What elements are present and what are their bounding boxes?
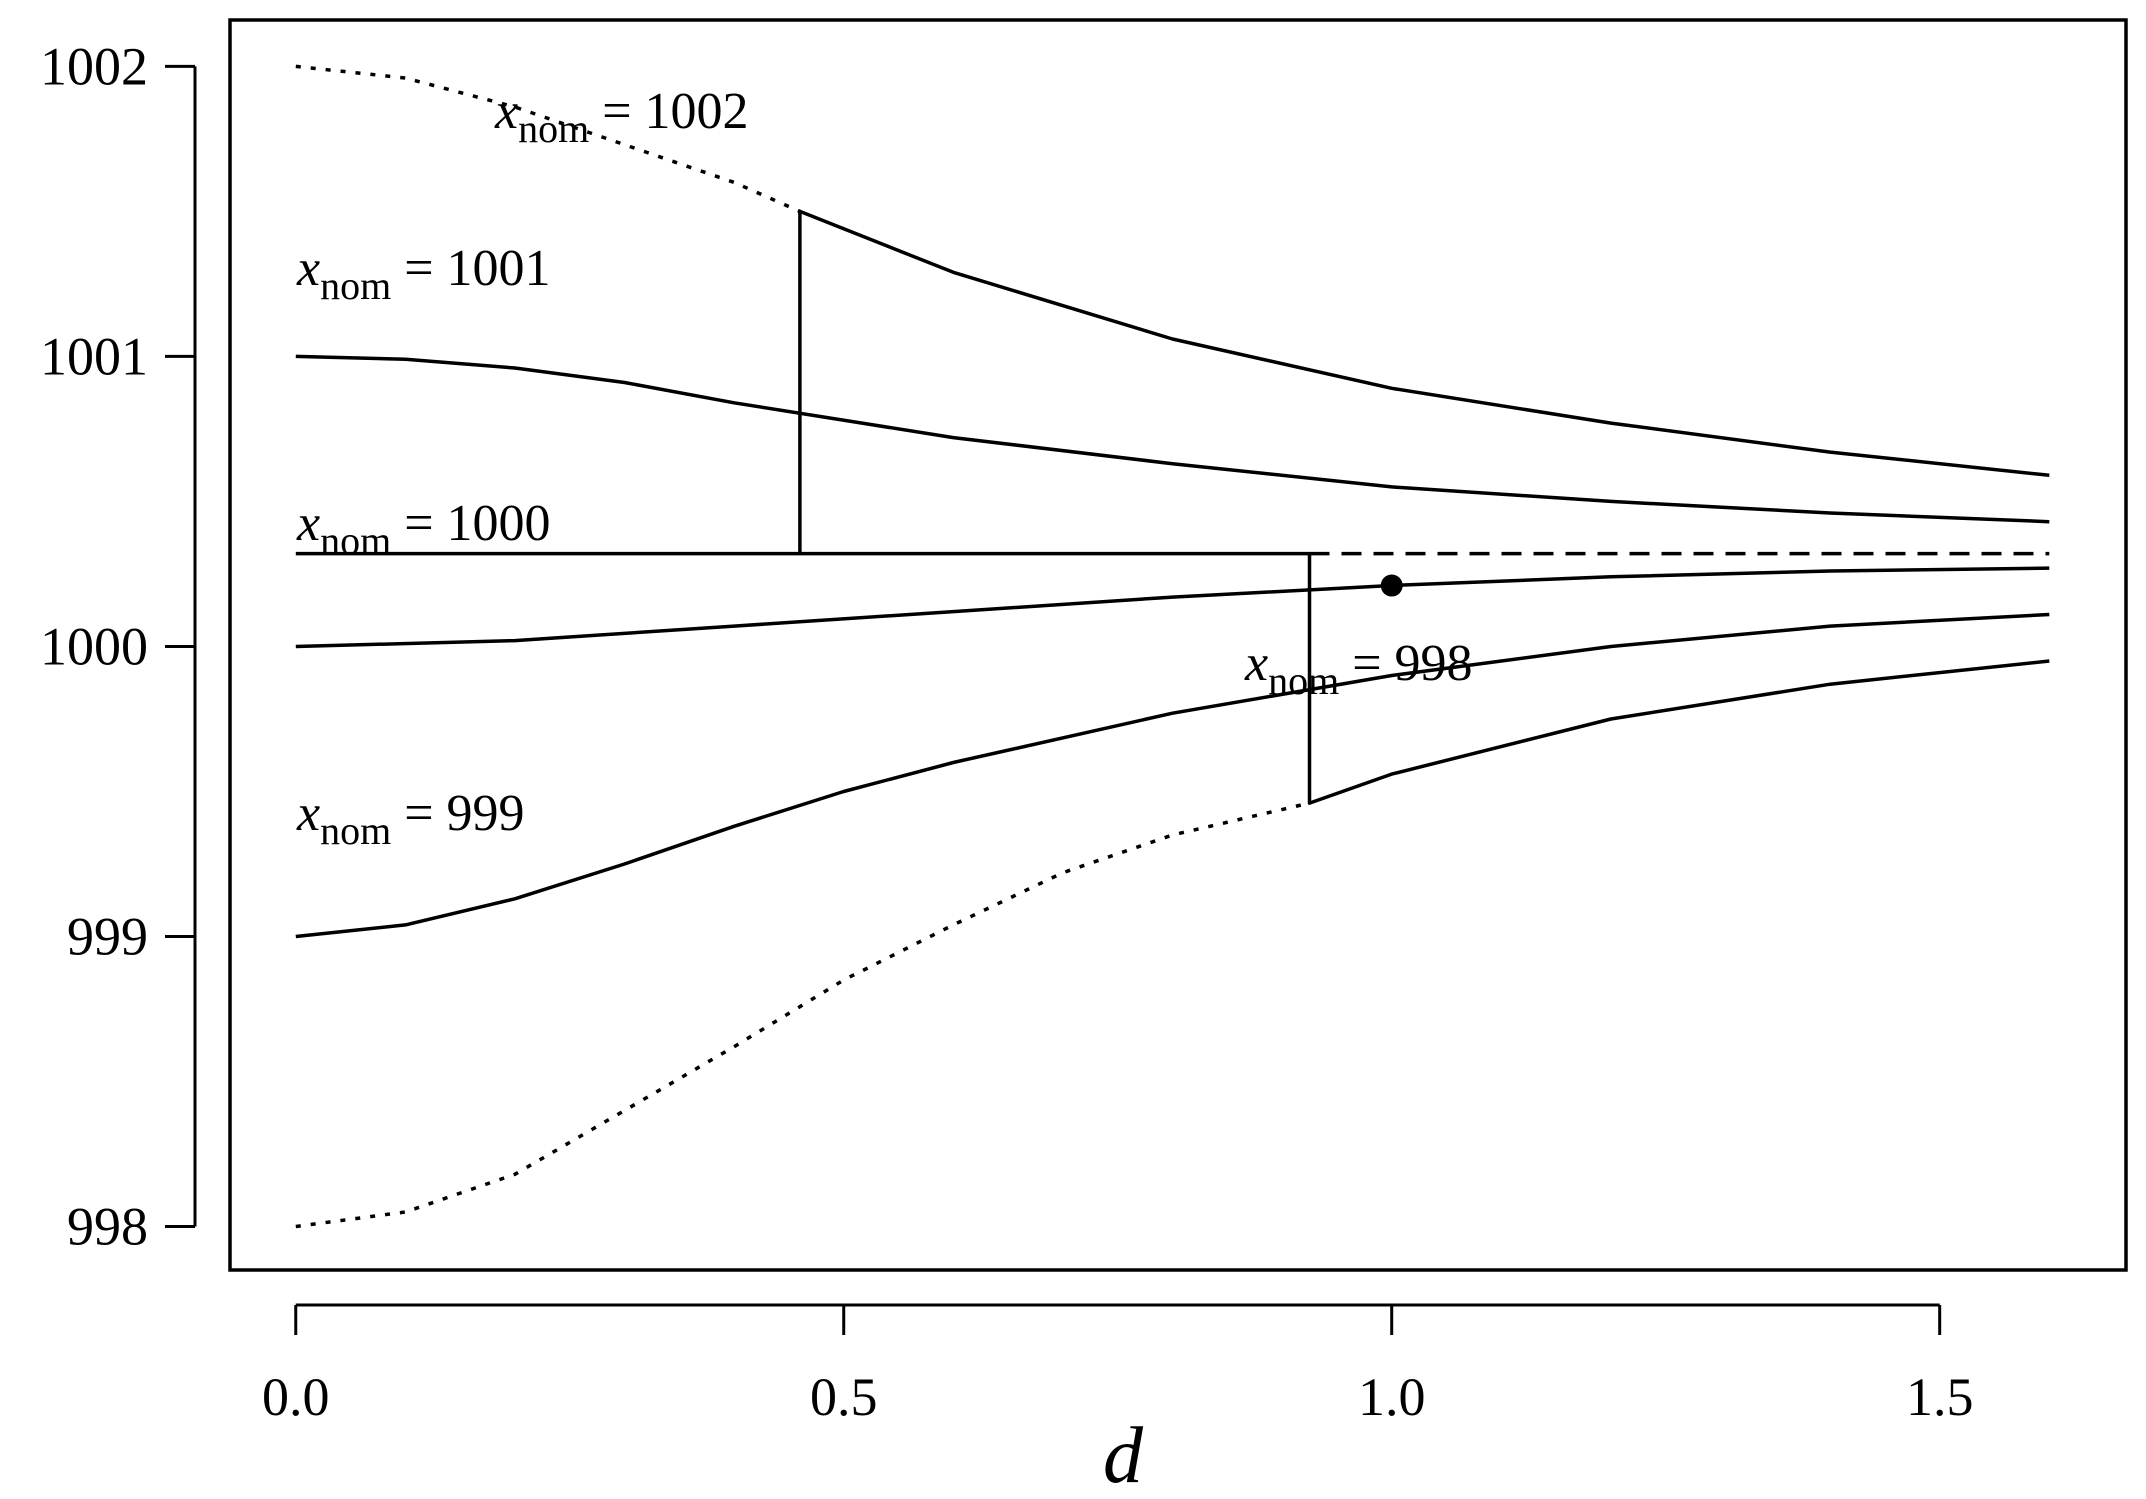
x-axis-title: d (1103, 1412, 1144, 1499)
y-tick-label: 1002 (40, 36, 148, 96)
curve-label: xnom = 1001 (296, 240, 551, 308)
series-layer (295, 64, 2050, 1229)
series-line-4 (295, 566, 2050, 649)
y-tick-label: 1001 (40, 326, 148, 386)
y-tick-label: 999 (67, 906, 148, 966)
x-axis: 0.0 0.5 1.0 1.5 (262, 1303, 1974, 1427)
curve-label: xnom = 1002 (494, 83, 749, 151)
curve-label: xnom = 998 (1244, 635, 1473, 703)
curve-labels: xnom = 1002 xnom = 1001 xnom = 1000 xnom = … (296, 83, 1473, 853)
series-line-3 (295, 354, 2050, 524)
curve-label: xnom = 999 (296, 785, 525, 853)
series-line-6 (295, 801, 1310, 1229)
series-line-5 (295, 612, 2050, 939)
curve-label: xnom = 1000 (296, 495, 551, 563)
series-line-8 (295, 209, 1312, 805)
x-tick-label: 1.5 (1906, 1367, 1974, 1427)
x-tick-label: 1.0 (1358, 1367, 1426, 1427)
series-line-2 (799, 209, 2050, 478)
y-tick-label: 998 (67, 1196, 148, 1256)
y-tick-label: 1000 (40, 616, 148, 676)
series-line-1 (295, 64, 801, 214)
plot-frame (228, 18, 2128, 1272)
highlight-point (1380, 574, 1403, 597)
y-axis: 998 999 1000 1001 1002 (40, 36, 197, 1256)
x-tick-label: 0.0 (262, 1367, 330, 1427)
x-tick-label: 0.5 (810, 1367, 878, 1427)
series-line-7 (1308, 659, 2050, 805)
